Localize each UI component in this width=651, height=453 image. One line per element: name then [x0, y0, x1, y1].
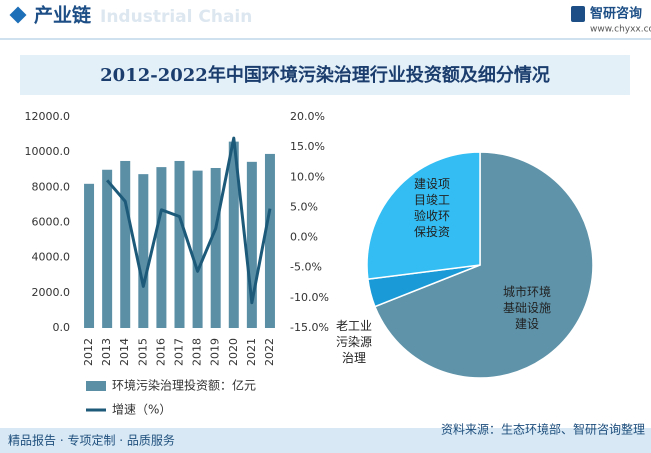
bar: [174, 160, 185, 328]
footer-source: 资料来源：生态环境部、智研咨询整理: [441, 422, 645, 437]
title-box: [20, 55, 630, 95]
header-watermark: Industrial Chain: [100, 7, 252, 27]
y-tick-label: 6000.0: [32, 216, 71, 229]
y2-tick-label: 20.0%: [290, 110, 325, 123]
bar: [84, 183, 95, 328]
legend-swatch: [86, 381, 106, 391]
x-tick-label: 2022: [263, 338, 276, 366]
bar: [120, 160, 131, 328]
slice-label: 建设项目竣工验收环保投资: [413, 177, 450, 239]
header-title: 产业链: [34, 4, 91, 27]
y2-tick-label: -5.0%: [290, 261, 322, 274]
x-tick-label: 2018: [191, 338, 204, 366]
y-tick-label: 12000.0: [25, 110, 71, 123]
legend-label: 环境污染治理投资额：亿元: [112, 378, 256, 393]
x-tick-label: 2016: [154, 338, 167, 366]
bar: [228, 141, 239, 328]
pie-slice: [373, 151, 594, 379]
y-tick-label: 8000.0: [32, 180, 71, 193]
y2-tick-label: 0.0%: [290, 231, 318, 244]
y-tick-label: 0.0: [53, 321, 71, 334]
header-rule: [0, 38, 651, 40]
y-tick-label: 4000.0: [32, 251, 71, 264]
bar: [210, 167, 221, 328]
x-tick-label: 2017: [173, 338, 186, 366]
x-tick-label: 2015: [136, 338, 149, 366]
footer-tagline: 精品报告 · 专项定制 · 品质服务: [8, 433, 175, 448]
brand-url: www.chyxx.com: [590, 25, 651, 35]
x-tick-label: 2019: [209, 338, 222, 366]
slice-label: 城市环境基础设施建设: [502, 285, 551, 331]
footer-bar: [0, 428, 651, 453]
y2-tick-label: -15.0%: [290, 321, 329, 334]
y2-tick-label: 15.0%: [290, 140, 325, 153]
bar: [138, 174, 149, 328]
x-tick-label: 2014: [118, 338, 131, 366]
y-tick-label: 2000.0: [32, 286, 71, 299]
legend-label: 增速（%）: [112, 403, 171, 417]
y-tick-label: 10000.0: [25, 145, 71, 158]
x-tick-label: 2013: [100, 338, 113, 366]
chart-title: 2012-2022年中国环境污染治理行业投资额及细分情况: [100, 64, 550, 86]
brand-logo: [571, 6, 585, 22]
x-tick-label: 2012: [82, 338, 95, 366]
header-bar: [0, 0, 651, 36]
y2-tick-label: 10.0%: [290, 170, 325, 183]
bar: [156, 167, 167, 328]
x-tick-label: 2020: [227, 338, 240, 366]
brand-name: 智研咨询: [590, 6, 642, 22]
growth-line: [105, 136, 272, 305]
bar: [102, 169, 113, 328]
bar: [246, 161, 257, 328]
pie-slice: [366, 151, 481, 281]
bar: [264, 153, 275, 328]
x-tick-label: 2021: [245, 338, 258, 366]
y2-tick-label: 5.0%: [290, 200, 318, 213]
slice-label: 老工业污染源治理: [335, 319, 372, 365]
bar: [192, 170, 203, 328]
y2-tick-label: -10.0%: [290, 291, 329, 304]
